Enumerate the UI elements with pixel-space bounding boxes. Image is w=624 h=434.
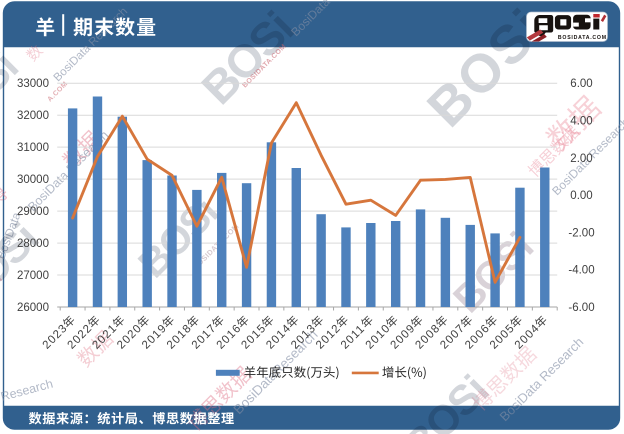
svg-text:27000: 27000 [17,270,49,282]
svg-text:32000: 32000 [17,110,49,122]
svg-text:4.00: 4.00 [570,116,592,128]
svg-text:28000: 28000 [17,238,49,250]
svg-text:-2.00: -2.00 [568,227,594,239]
svg-text:26000: 26000 [17,302,49,314]
svg-text:-6.00: -6.00 [568,302,594,314]
svg-text:BOSIDATA.COM: BOSIDATA.COM [558,35,607,41]
svg-text:6.00: 6.00 [570,78,592,90]
svg-text:29000: 29000 [17,206,49,218]
svg-text:30000: 30000 [17,174,49,186]
svg-text:33000: 33000 [17,78,49,90]
svg-text:31000: 31000 [17,142,49,154]
svg-text:-4.00: -4.00 [568,265,594,277]
svg-text:0.00: 0.00 [570,190,592,202]
svg-text:2.00: 2.00 [570,153,592,165]
